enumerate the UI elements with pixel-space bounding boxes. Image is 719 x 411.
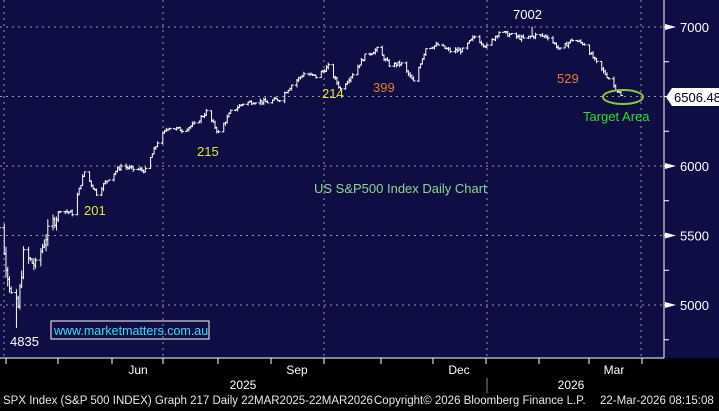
price-bar [131, 166, 136, 172]
annotation-529: 529 [557, 71, 579, 86]
footer-timestamp: 22-Mar-2026 08:15:08 [600, 395, 714, 407]
price-bar [301, 71, 306, 77]
price-bar [338, 86, 343, 91]
annotation-399: 399 [373, 80, 395, 95]
annotation-215: 215 [197, 144, 219, 159]
price-bar [570, 38, 575, 42]
target-area-ellipse [602, 89, 644, 105]
y-tick-arrow [665, 302, 676, 308]
price-bar [362, 53, 367, 62]
price-bar [70, 209, 75, 217]
price-bar [240, 103, 245, 107]
price-bar [33, 257, 38, 269]
chart-title: US S&P500 Index Daily Chart [314, 181, 487, 196]
footer-bar: SPX Index (S&P 500 INDEX) Graph 217 Dail… [0, 394, 719, 411]
last-price-tag: 6506.48 [666, 88, 719, 106]
price-bar [326, 62, 331, 70]
price-bar [228, 109, 233, 115]
price-bars [0, 26, 623, 328]
price-bar [387, 58, 392, 67]
price-bar [411, 76, 416, 82]
y-tick-arrow [665, 163, 676, 169]
price-bar [106, 179, 111, 182]
price-bar [82, 171, 87, 178]
x-tick-label: Jun [128, 363, 147, 377]
price-bar [0, 227, 2, 229]
price-bar [155, 141, 160, 148]
annotation-4835: 4835 [10, 334, 39, 349]
y-tick-arrow [665, 24, 676, 30]
price-bar [192, 120, 197, 125]
x-tick-label: Sep [286, 363, 308, 377]
y-tick-label: 5000 [680, 298, 709, 313]
y-tick-label: 6000 [680, 159, 709, 174]
price-bar [436, 42, 441, 46]
price-bar [167, 127, 172, 131]
price-bar [253, 102, 258, 105]
annotation-7002: 7002 [513, 7, 542, 22]
price-bar [533, 32, 538, 40]
price-bar [143, 166, 148, 173]
y-axis: 5000 5500 6000 7000 [664, 20, 709, 341]
price-bar [289, 84, 294, 91]
watermark-url: www.marketmatters.com.au [53, 324, 208, 338]
price-bar [606, 77, 611, 80]
last-price-label: 6506.48 [674, 90, 719, 105]
year-label: 2026 [558, 378, 585, 392]
price-bar [9, 286, 14, 294]
price-bar [423, 48, 428, 56]
price-bar [45, 219, 50, 247]
price-bar [179, 128, 184, 134]
year-label: 2025 [230, 378, 257, 392]
x-tick-label: Mar [604, 363, 625, 377]
price-bar [21, 246, 26, 280]
price-bar [448, 47, 453, 54]
price-bar [58, 210, 63, 214]
price-bar [496, 31, 501, 38]
price-bar [314, 74, 319, 79]
x-axis: Jun Sep Dec Mar 2025 2026 [5, 358, 643, 393]
price-bar [375, 46, 380, 53]
price-bar [472, 35, 477, 39]
watermark-box [50, 320, 210, 340]
footer-copyright: Copyright© 2026 Bloomberg Finance L.P. [374, 395, 586, 407]
price-bar [204, 108, 209, 116]
footer-description: SPX Index (S&P 500 INDEX) Graph 217 Dail… [3, 395, 373, 407]
price-bar [484, 43, 489, 49]
price-bar [521, 34, 526, 39]
annotation-201: 201 [84, 203, 106, 218]
price-bar [460, 47, 465, 53]
price-bar [582, 42, 587, 46]
y-tick-arrow [665, 232, 676, 239]
price-bar [94, 188, 99, 197]
annotation-target-area: Target Area [583, 109, 650, 124]
price-bar [618, 90, 623, 97]
price-bar [594, 57, 599, 64]
price-bar [265, 100, 270, 104]
x-tick-label: Dec [448, 363, 469, 377]
y-tick-label: 5500 [680, 229, 709, 244]
watermark: www.marketmatters.com.au [50, 320, 210, 340]
price-bar [557, 47, 562, 51]
price-bar [118, 163, 123, 172]
y-tick-label: 7000 [680, 20, 709, 35]
spx-chart: 5000 5500 6000 7000 Jun Sep Dec Mar 2025 2026 65… [0, 0, 719, 393]
plot-background [0, 0, 719, 358]
grid [0, 0, 664, 358]
annotation-214: 214 [322, 86, 344, 101]
price-bar [350, 72, 355, 79]
price-bar [545, 35, 550, 41]
price-bar [216, 130, 221, 134]
price-bar [509, 33, 514, 35]
price-bar [399, 62, 404, 66]
last-price-box [666, 88, 719, 106]
price-bar [277, 99, 282, 103]
